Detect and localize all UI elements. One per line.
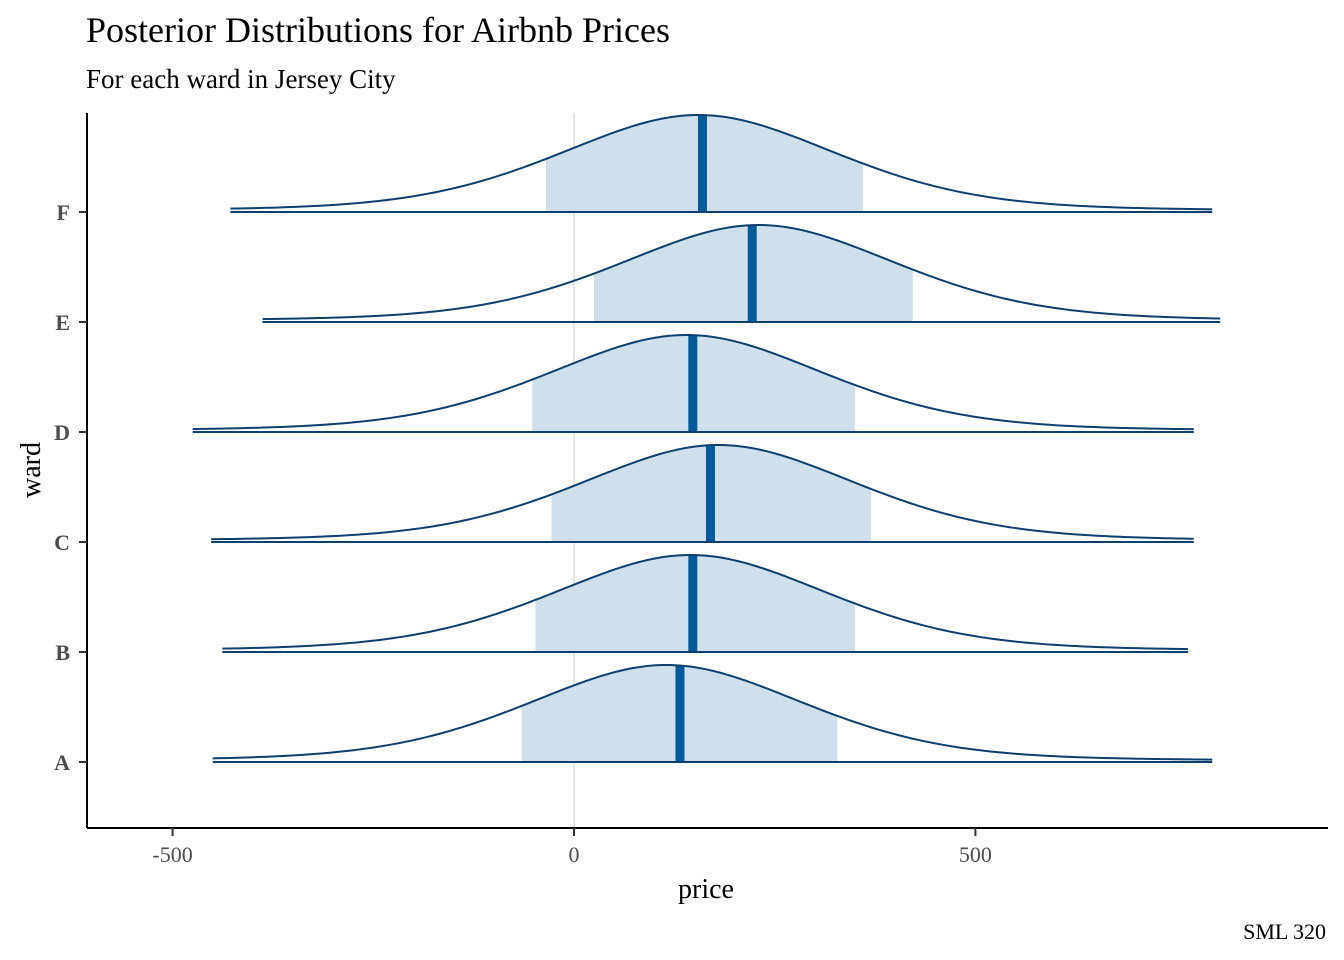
- ridge-f: [230, 114, 1213, 213]
- ridge-e-density-line: [262, 223, 1221, 321]
- y-ticks-layer: A B C D E F: [54, 200, 87, 775]
- ridge-a-density-line: [212, 663, 1213, 761]
- ridge-a: [212, 663, 1213, 763]
- ridge-f-density-line: [230, 114, 1213, 211]
- ridge-d-density-line: [192, 334, 1194, 431]
- y-axis-title: ward: [16, 442, 47, 498]
- ridge-e: [262, 223, 1221, 323]
- ridge-b: [222, 553, 1189, 653]
- ridge-c-density-line: [211, 443, 1194, 541]
- chart-title: Posterior Distributions for Airbnb Price…: [86, 10, 670, 50]
- y-tick-label-e: E: [55, 310, 70, 335]
- x-tick-label: 0: [569, 842, 580, 867]
- y-tick-label-d: D: [54, 420, 70, 445]
- ridge-b-density-line: [222, 553, 1189, 651]
- ridge-d: [192, 334, 1194, 433]
- axes-layer: [86, 113, 1328, 829]
- x-tick-label: 500: [959, 842, 992, 867]
- x-ticks-layer: -500 0 500: [152, 828, 992, 867]
- ridge-c: [211, 443, 1194, 543]
- ridges-layer: [192, 114, 1221, 763]
- x-axis-title: price: [678, 874, 734, 905]
- y-tick-label-f: F: [57, 200, 70, 225]
- chart-caption: SML 320: [1243, 919, 1326, 944]
- y-tick-label-c: C: [54, 530, 70, 555]
- y-tick-label-a: A: [54, 750, 70, 775]
- y-tick-label-b: B: [55, 640, 70, 665]
- chart-subtitle: For each ward in Jersey City: [86, 64, 396, 94]
- x-tick-label: -500: [152, 842, 192, 867]
